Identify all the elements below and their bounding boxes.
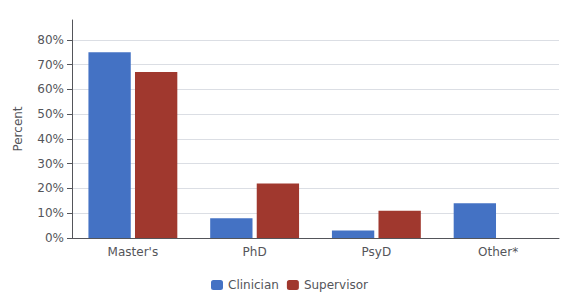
svg-text:80%: 80% [37,33,64,47]
svg-text:60%: 60% [37,82,64,96]
svg-text:50%: 50% [37,107,64,121]
svg-text:PhD: PhD [243,245,267,259]
svg-text:10%: 10% [37,206,64,220]
svg-text:Master's: Master's [108,245,159,259]
svg-text:20%: 20% [37,181,64,195]
svg-text:30%: 30% [37,157,64,171]
svg-text:0%: 0% [45,231,64,245]
svg-text:70%: 70% [37,58,64,72]
svg-text:Supervisor: Supervisor [304,278,368,292]
svg-text:40%: 40% [37,132,64,146]
svg-text:Clinician: Clinician [228,278,279,292]
svg-text:Percent: Percent [11,106,25,151]
svg-text:Other*: Other* [478,245,518,259]
svg-text:PsyD: PsyD [362,245,392,259]
